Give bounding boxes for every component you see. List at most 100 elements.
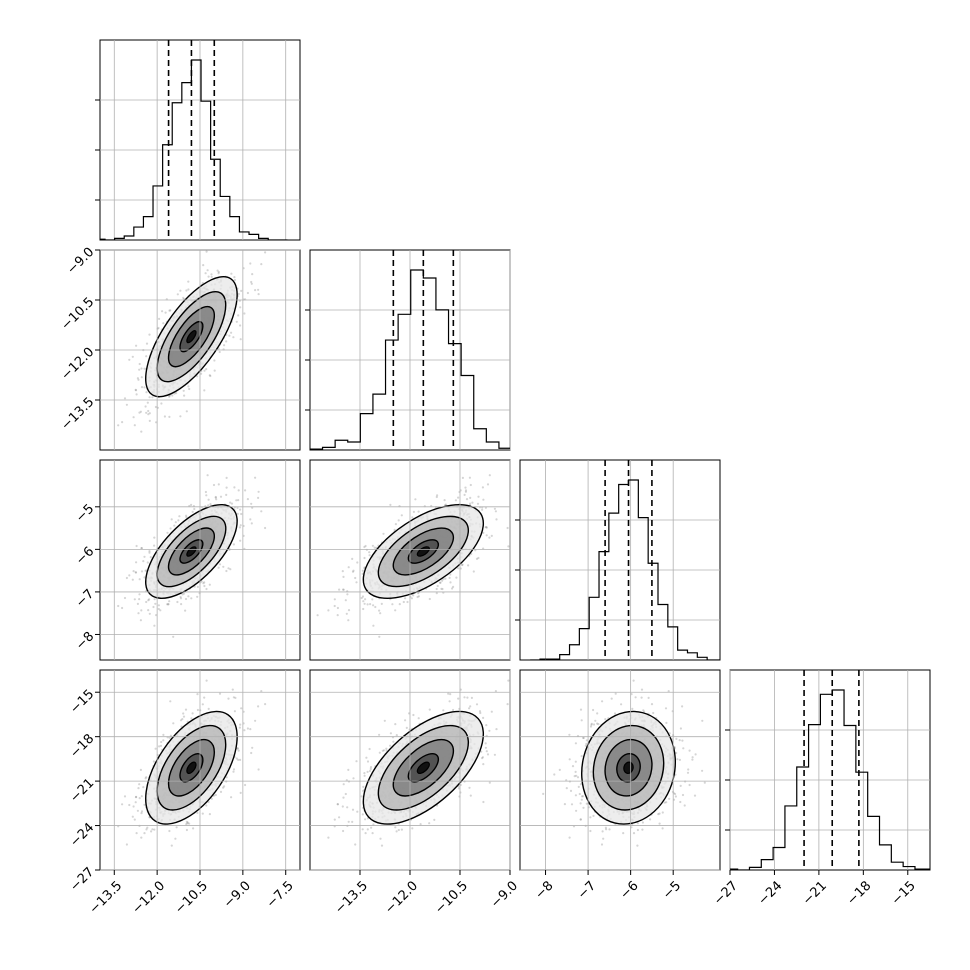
scatter-point <box>471 501 474 504</box>
scatter-point <box>170 518 173 521</box>
scatter-point <box>183 394 186 397</box>
scatter-point <box>203 696 206 699</box>
scatter-point <box>481 508 484 511</box>
scatter-point <box>239 338 242 341</box>
scatter-point <box>185 828 188 832</box>
scatter-point <box>217 483 220 486</box>
scatter-point <box>240 512 243 516</box>
scatter-point <box>131 815 134 818</box>
scatter-point <box>468 476 471 479</box>
scatter-point <box>481 486 484 489</box>
panel-3-0 <box>99 669 301 871</box>
scatter-point <box>239 508 242 511</box>
scatter-point <box>490 534 493 538</box>
scatter-point <box>507 545 510 548</box>
scatter-point <box>250 282 253 285</box>
scatter-point <box>196 708 199 712</box>
scatter-point <box>244 489 247 492</box>
scatter-point <box>254 289 257 292</box>
scatter-point <box>212 483 216 487</box>
scatter-point <box>244 783 247 787</box>
scatter-point <box>179 595 182 599</box>
scatter-point <box>336 606 339 610</box>
scatter-point <box>495 518 498 521</box>
scatter-point <box>257 288 260 291</box>
scatter-point <box>135 544 138 548</box>
scatter-point <box>148 598 151 601</box>
scatter-point <box>232 770 235 773</box>
scatter-point <box>333 604 336 608</box>
scatter-point <box>140 430 143 433</box>
scatter-point <box>154 602 157 605</box>
scatter-point <box>200 372 203 375</box>
scatter-point <box>178 515 181 518</box>
scatter-point <box>145 776 148 779</box>
scatter-point <box>477 495 480 498</box>
scatter-point <box>148 333 151 336</box>
scatter-point <box>366 603 369 606</box>
scatter-point <box>209 503 212 506</box>
scatter-point <box>412 594 415 597</box>
scatter-point <box>486 483 490 486</box>
scatter-point <box>147 599 150 602</box>
scatter-point <box>342 588 345 591</box>
scatter-point <box>406 600 409 604</box>
scatter-point <box>193 507 196 511</box>
scatter-point <box>143 832 146 835</box>
scatter-point <box>96 614 98 616</box>
scatter-point <box>184 597 188 601</box>
scatter-point <box>444 503 447 506</box>
scatter-point <box>140 609 143 612</box>
scatter-point <box>362 600 365 603</box>
scatter-point <box>128 358 131 361</box>
scatter-point <box>249 518 252 521</box>
scatter-point <box>210 275 213 278</box>
scatter-point <box>169 309 172 312</box>
scatter-point <box>152 605 155 609</box>
scatter-point <box>140 836 143 839</box>
scatter-point <box>356 561 359 564</box>
scatter-point <box>438 581 442 584</box>
scatter-point <box>205 804 208 807</box>
scatter-point <box>153 544 156 547</box>
scatter-point <box>205 679 208 682</box>
scatter-point <box>196 585 199 589</box>
scatter-point <box>463 493 466 496</box>
panel-3-1 <box>309 669 511 871</box>
scatter-point <box>260 510 263 513</box>
scatter-point <box>371 544 374 547</box>
scatter-point <box>225 476 228 479</box>
scatter-point <box>373 546 376 549</box>
scatter-point <box>167 603 170 606</box>
scatter-point <box>249 262 252 265</box>
scatter-point <box>237 499 240 502</box>
scatter-point <box>234 696 237 700</box>
scatter-point <box>182 592 186 595</box>
scatter-point <box>168 600 171 603</box>
scatter-point <box>485 526 488 529</box>
scatter-point <box>138 783 141 786</box>
scatter-point <box>482 531 485 535</box>
scatter-point <box>140 376 143 379</box>
scatter-point <box>125 403 128 406</box>
scatter-point <box>237 314 240 317</box>
scatter-point <box>225 486 228 489</box>
scatter-point <box>239 324 242 327</box>
scatter-point <box>361 595 365 598</box>
scatter-point <box>235 499 238 502</box>
scatter-point <box>142 786 145 789</box>
scatter-point <box>133 424 136 427</box>
scatter-point <box>159 609 162 612</box>
scatter-point <box>444 577 447 580</box>
scatter-point <box>382 532 385 535</box>
scatter-point <box>469 502 472 505</box>
scatter-point <box>441 579 444 582</box>
scatter-point <box>134 389 138 392</box>
scatter-point <box>452 585 455 589</box>
scatter-point <box>457 567 460 570</box>
scatter-point <box>137 787 140 790</box>
scatter-point <box>342 588 345 591</box>
scatter-point <box>136 809 139 812</box>
scatter-point <box>457 496 460 499</box>
scatter-point <box>454 499 457 502</box>
